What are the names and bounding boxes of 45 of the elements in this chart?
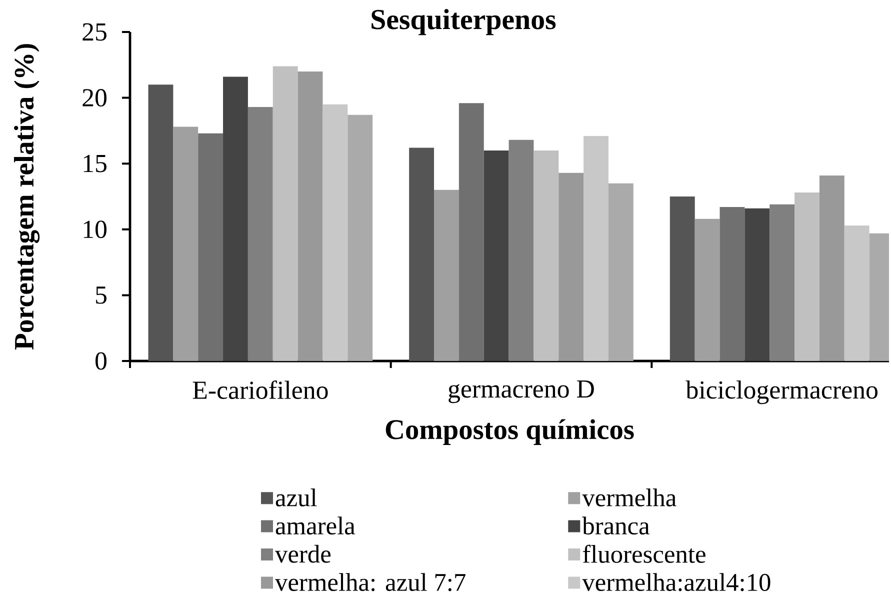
bar [198, 133, 224, 361]
legend-label: vermelha:azul4:10 [582, 573, 770, 592]
legend-label: vermelha: azul 7:7 [274, 573, 466, 592]
bar [148, 84, 174, 361]
x-tick-label: biciclogermacreno [686, 380, 878, 404]
y-tick-label: 20 [82, 89, 106, 107]
bar [819, 175, 844, 361]
y-axis-title: Porcentagem relativa (%) [14, 44, 40, 350]
y-tick-label: 0 [96, 352, 106, 370]
bar [248, 107, 273, 361]
bar [720, 207, 745, 361]
bar [534, 150, 559, 361]
x-tick-label: germacreno D [448, 380, 594, 404]
bar [348, 114, 373, 361]
bar [508, 140, 534, 361]
bar [794, 192, 820, 361]
bar [694, 218, 720, 361]
bar [409, 148, 434, 361]
x-tick-label: E-cariofileno [192, 380, 328, 400]
x-axis-title: Compostos químicos [386, 419, 634, 445]
bar [322, 104, 348, 361]
legend-label: vermelha [582, 488, 676, 506]
bar [298, 71, 323, 361]
bar [173, 126, 198, 361]
legend-label: azul [276, 488, 317, 506]
legend-label: fluorescente [582, 544, 706, 563]
bar [434, 190, 459, 361]
bar [272, 66, 298, 361]
bar [484, 150, 509, 361]
bar [458, 103, 484, 361]
bar [558, 172, 584, 361]
chart-title: Sesquiterpenos [372, 8, 556, 36]
legend-label: verde [274, 544, 331, 563]
bar [608, 183, 634, 361]
y-tick-label: 10 [84, 220, 106, 238]
y-tick-label: 25 [82, 23, 106, 41]
bar [584, 136, 608, 361]
bar [670, 196, 695, 361]
bar [770, 204, 795, 361]
legend-label: amarela [276, 516, 356, 535]
bar [744, 208, 770, 361]
bar [223, 76, 248, 361]
y-tick-label: 5 [96, 286, 106, 304]
legend-label: branca [582, 516, 650, 535]
y-tick-label: 15 [84, 154, 106, 172]
